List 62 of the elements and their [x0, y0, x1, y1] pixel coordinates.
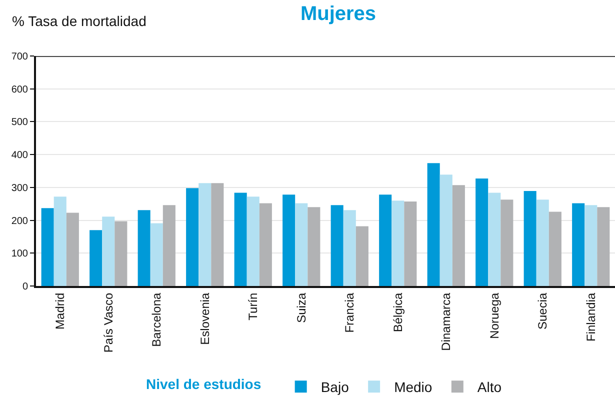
bar — [476, 178, 488, 286]
x-tick-label: Eslovenia — [198, 292, 212, 345]
bar — [295, 203, 308, 286]
x-tick-label: Suecia — [536, 292, 550, 330]
bar — [597, 207, 610, 286]
bar — [379, 194, 392, 286]
bar — [234, 192, 247, 286]
bar — [500, 200, 514, 286]
y-tick-label: 300 — [11, 182, 28, 194]
bar — [66, 212, 79, 286]
x-tick-label: Francia — [342, 292, 357, 333]
x-tick-label: Barcelona — [150, 292, 164, 347]
legend-title: Nivel de estudios — [146, 376, 262, 392]
y-axis-title: % Tasa de mortalidad — [12, 13, 146, 29]
bar — [114, 221, 128, 286]
bar — [41, 208, 54, 286]
bar — [548, 212, 562, 286]
y-tick-label: 100 — [11, 248, 28, 260]
bar — [404, 202, 417, 286]
y-tick-label: 0 — [22, 282, 28, 292]
bar — [186, 188, 199, 286]
bar — [572, 203, 585, 286]
bar — [536, 200, 549, 286]
x-tick-label: Finlandia — [584, 292, 598, 342]
legend-label: Bajo — [320, 379, 350, 396]
bar — [150, 223, 163, 286]
legend-label: Medio — [394, 379, 432, 396]
x-tick-label: Suiza — [294, 292, 308, 323]
bar — [198, 183, 212, 286]
y-tick-label: 700 — [11, 52, 28, 62]
bar — [584, 205, 598, 286]
x-tick-label: País Vasco — [101, 292, 116, 353]
y-tick-label: 200 — [11, 216, 28, 227]
bar — [246, 196, 260, 286]
bar — [440, 174, 452, 286]
bar — [138, 210, 150, 286]
bar — [90, 230, 102, 286]
bar — [356, 226, 368, 286]
y-tick-label: 500 — [11, 117, 28, 128]
x-tick-label: Turín — [246, 292, 260, 320]
y-tick-label: 600 — [11, 84, 28, 96]
bar — [282, 194, 296, 286]
bar — [330, 205, 344, 286]
bar — [162, 205, 176, 286]
x-tick-label: Noruega — [487, 292, 502, 339]
bar — [343, 210, 356, 286]
x-tick-label: Madrid — [53, 292, 68, 330]
x-tick-label: Dinamarca — [439, 292, 454, 351]
legend-label: Alto — [477, 379, 502, 396]
bar — [488, 192, 501, 286]
bar — [308, 207, 320, 286]
bar — [392, 200, 404, 286]
bar — [427, 163, 440, 286]
y-tick-label: 400 — [11, 150, 28, 162]
bar — [259, 203, 272, 286]
bar — [524, 191, 536, 286]
bar — [211, 183, 224, 286]
x-tick-label: Bélgica — [390, 292, 405, 332]
bar — [54, 196, 66, 286]
bar — [452, 185, 465, 286]
chart-title: Mujeres — [300, 3, 376, 26]
bar — [102, 216, 115, 286]
